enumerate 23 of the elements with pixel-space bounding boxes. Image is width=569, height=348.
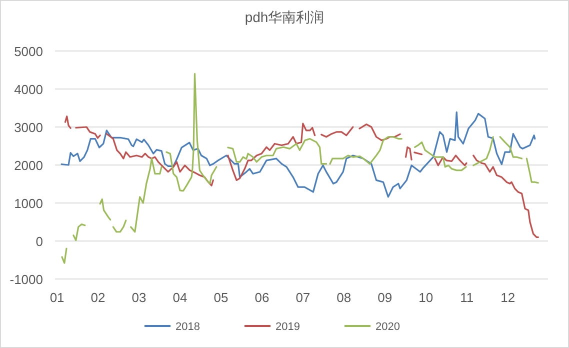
- y-tick-label: 3000: [14, 120, 43, 135]
- x-tick-label: 09: [378, 290, 392, 305]
- x-tick-label: 04: [172, 290, 188, 305]
- x-tick-label: 06: [254, 290, 270, 305]
- x-tick-label: 08: [336, 290, 352, 305]
- x-tick-label: 05: [214, 290, 228, 305]
- legend-label: 2018: [176, 321, 200, 333]
- y-tick-label: 4000: [14, 82, 43, 97]
- legend-label: 2019: [276, 321, 300, 333]
- y-tick-label: -1000: [10, 272, 43, 287]
- legend-label: 2020: [376, 321, 400, 333]
- x-tick-label: 12: [500, 290, 516, 305]
- x-tick-label: 11: [460, 290, 474, 305]
- y-tick-label: 2000: [14, 158, 43, 173]
- x-tick-label: 01: [50, 290, 64, 305]
- x-tick-label: 10: [418, 290, 434, 305]
- y-tick-label: 5000: [14, 44, 43, 59]
- x-tick-label: 02: [90, 290, 106, 305]
- y-tick-label: 0: [36, 234, 43, 249]
- chart-title: pdh华南利润: [244, 9, 324, 25]
- x-tick-label: 03: [132, 290, 146, 305]
- x-tick-label: 07: [296, 290, 310, 305]
- y-tick-label: 1000: [14, 196, 43, 211]
